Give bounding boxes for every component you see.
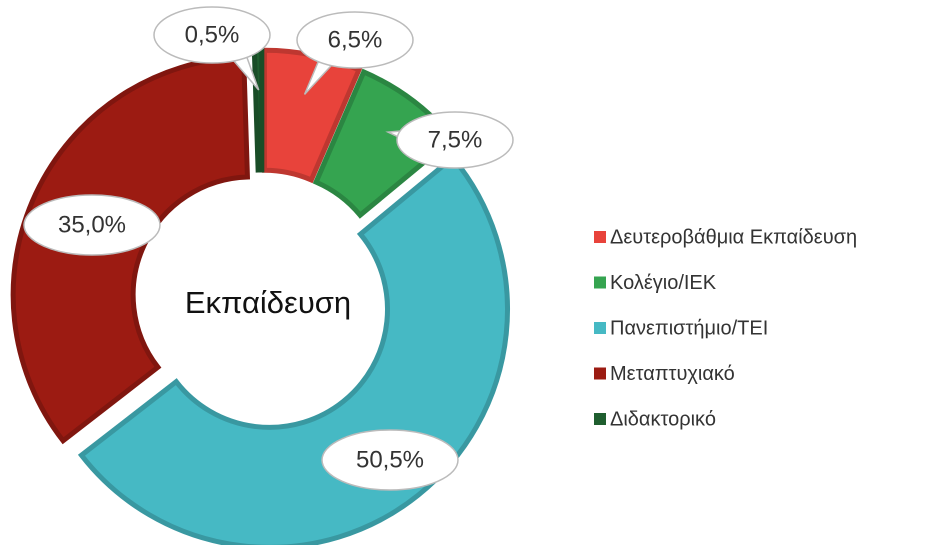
legend-label: Δευτεροβάθμια Εκπαίδευση [610, 226, 857, 248]
legend-label: Κολέγιο/ΙΕΚ [610, 272, 717, 294]
donut-slice [261, 47, 363, 184]
legend-label: Πανεπιστήμιο/ΤΕΙ [610, 317, 768, 339]
legend-label: Μεταπτυχιακό [610, 363, 735, 385]
callout-bubble [153, 6, 271, 64]
legend-swatch [594, 367, 606, 380]
legend-label: Διδακτορικό [610, 408, 716, 430]
legend-swatch [594, 276, 606, 289]
data-label: 35,0% [58, 211, 126, 238]
callout-bubble [396, 111, 514, 169]
data-label: 50,5% [356, 446, 424, 473]
callout-bubble [23, 194, 161, 256]
data-label: 0,5% [185, 21, 240, 48]
data-label: 7,5% [428, 126, 483, 153]
data-label: 6,5% [328, 26, 383, 53]
legend-swatch [594, 231, 606, 243]
legend-swatch [594, 413, 606, 425]
donut-slice [251, 47, 265, 173]
callout-bubble [296, 11, 414, 69]
callout-bubble [321, 429, 459, 491]
legend-swatch [594, 322, 606, 334]
chart-title: Εκπαίδευση [185, 285, 351, 320]
